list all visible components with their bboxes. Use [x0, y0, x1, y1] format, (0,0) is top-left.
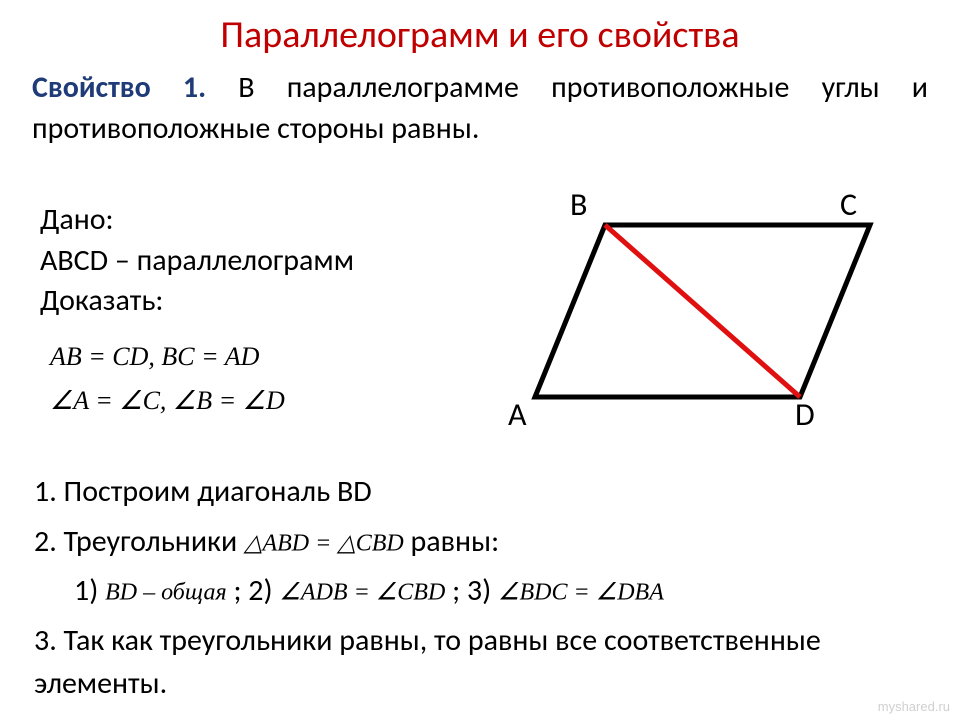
watermark: myshared.ru [878, 699, 950, 714]
formula-block: AB = CD, BC = AD ∠A = ∠C, ∠B = ∠D [50, 335, 285, 423]
title-text: Параллелограмм и его свойства [220, 12, 739, 58]
vertex-label-d: D [795, 395, 815, 434]
given-line-2: ABCD – параллелограмм [40, 241, 354, 282]
proof-block: 1. Построим диагональ BD 2. Треугольники… [34, 470, 934, 712]
vertex-label-a: A [508, 395, 527, 434]
sub-f2: ∠ADB = ∠CBD [279, 579, 445, 605]
page-title: Параллелограмм и его свойства [0, 0, 960, 58]
proof-step-1: 1. Построим диагональ BD [34, 470, 934, 514]
sub-pre-1: 1) [74, 572, 105, 609]
sub-f1: BD – общая [105, 579, 227, 605]
proof-step-2-tail: равны: [411, 523, 500, 560]
given-block: Дано: ABCD – параллелограмм Доказать: [40, 200, 354, 322]
property-label: Свойство 1. [32, 69, 206, 106]
parallelogram-diagram: A B C D [470, 185, 900, 445]
diagram-svg [470, 185, 900, 445]
proof-step-2: 2. Треугольники △ABD = △CBD равны: [34, 520, 934, 564]
proof-step-3: 3. Так как треугольники равны, то равны … [34, 619, 934, 706]
sub-mid-2: ; 3) [445, 572, 498, 609]
formula-angles: ∠A = ∠C, ∠B = ∠D [50, 379, 285, 423]
property-statement: Свойство 1. В параллелограмме противопол… [0, 58, 960, 149]
proof-step-2-formula: △ABD = △CBD [244, 530, 404, 556]
proof-step-2-sub: 1) BD – общая ; 2) ∠ADB = ∠CBD ; 3) ∠BDC… [34, 569, 934, 613]
proof-step-2-lead: 2. Треугольники [34, 523, 244, 560]
sub-f3: ∠BDC = ∠DBA [498, 579, 664, 605]
formula-sides: AB = CD, BC = AD [50, 335, 285, 379]
given-line-1: Дано: [40, 200, 354, 241]
vertex-label-b: B [570, 185, 587, 224]
sub-mid-1: ; 2) [227, 572, 280, 609]
given-line-3: Доказать: [40, 281, 354, 322]
vertex-label-c: C [840, 185, 857, 224]
